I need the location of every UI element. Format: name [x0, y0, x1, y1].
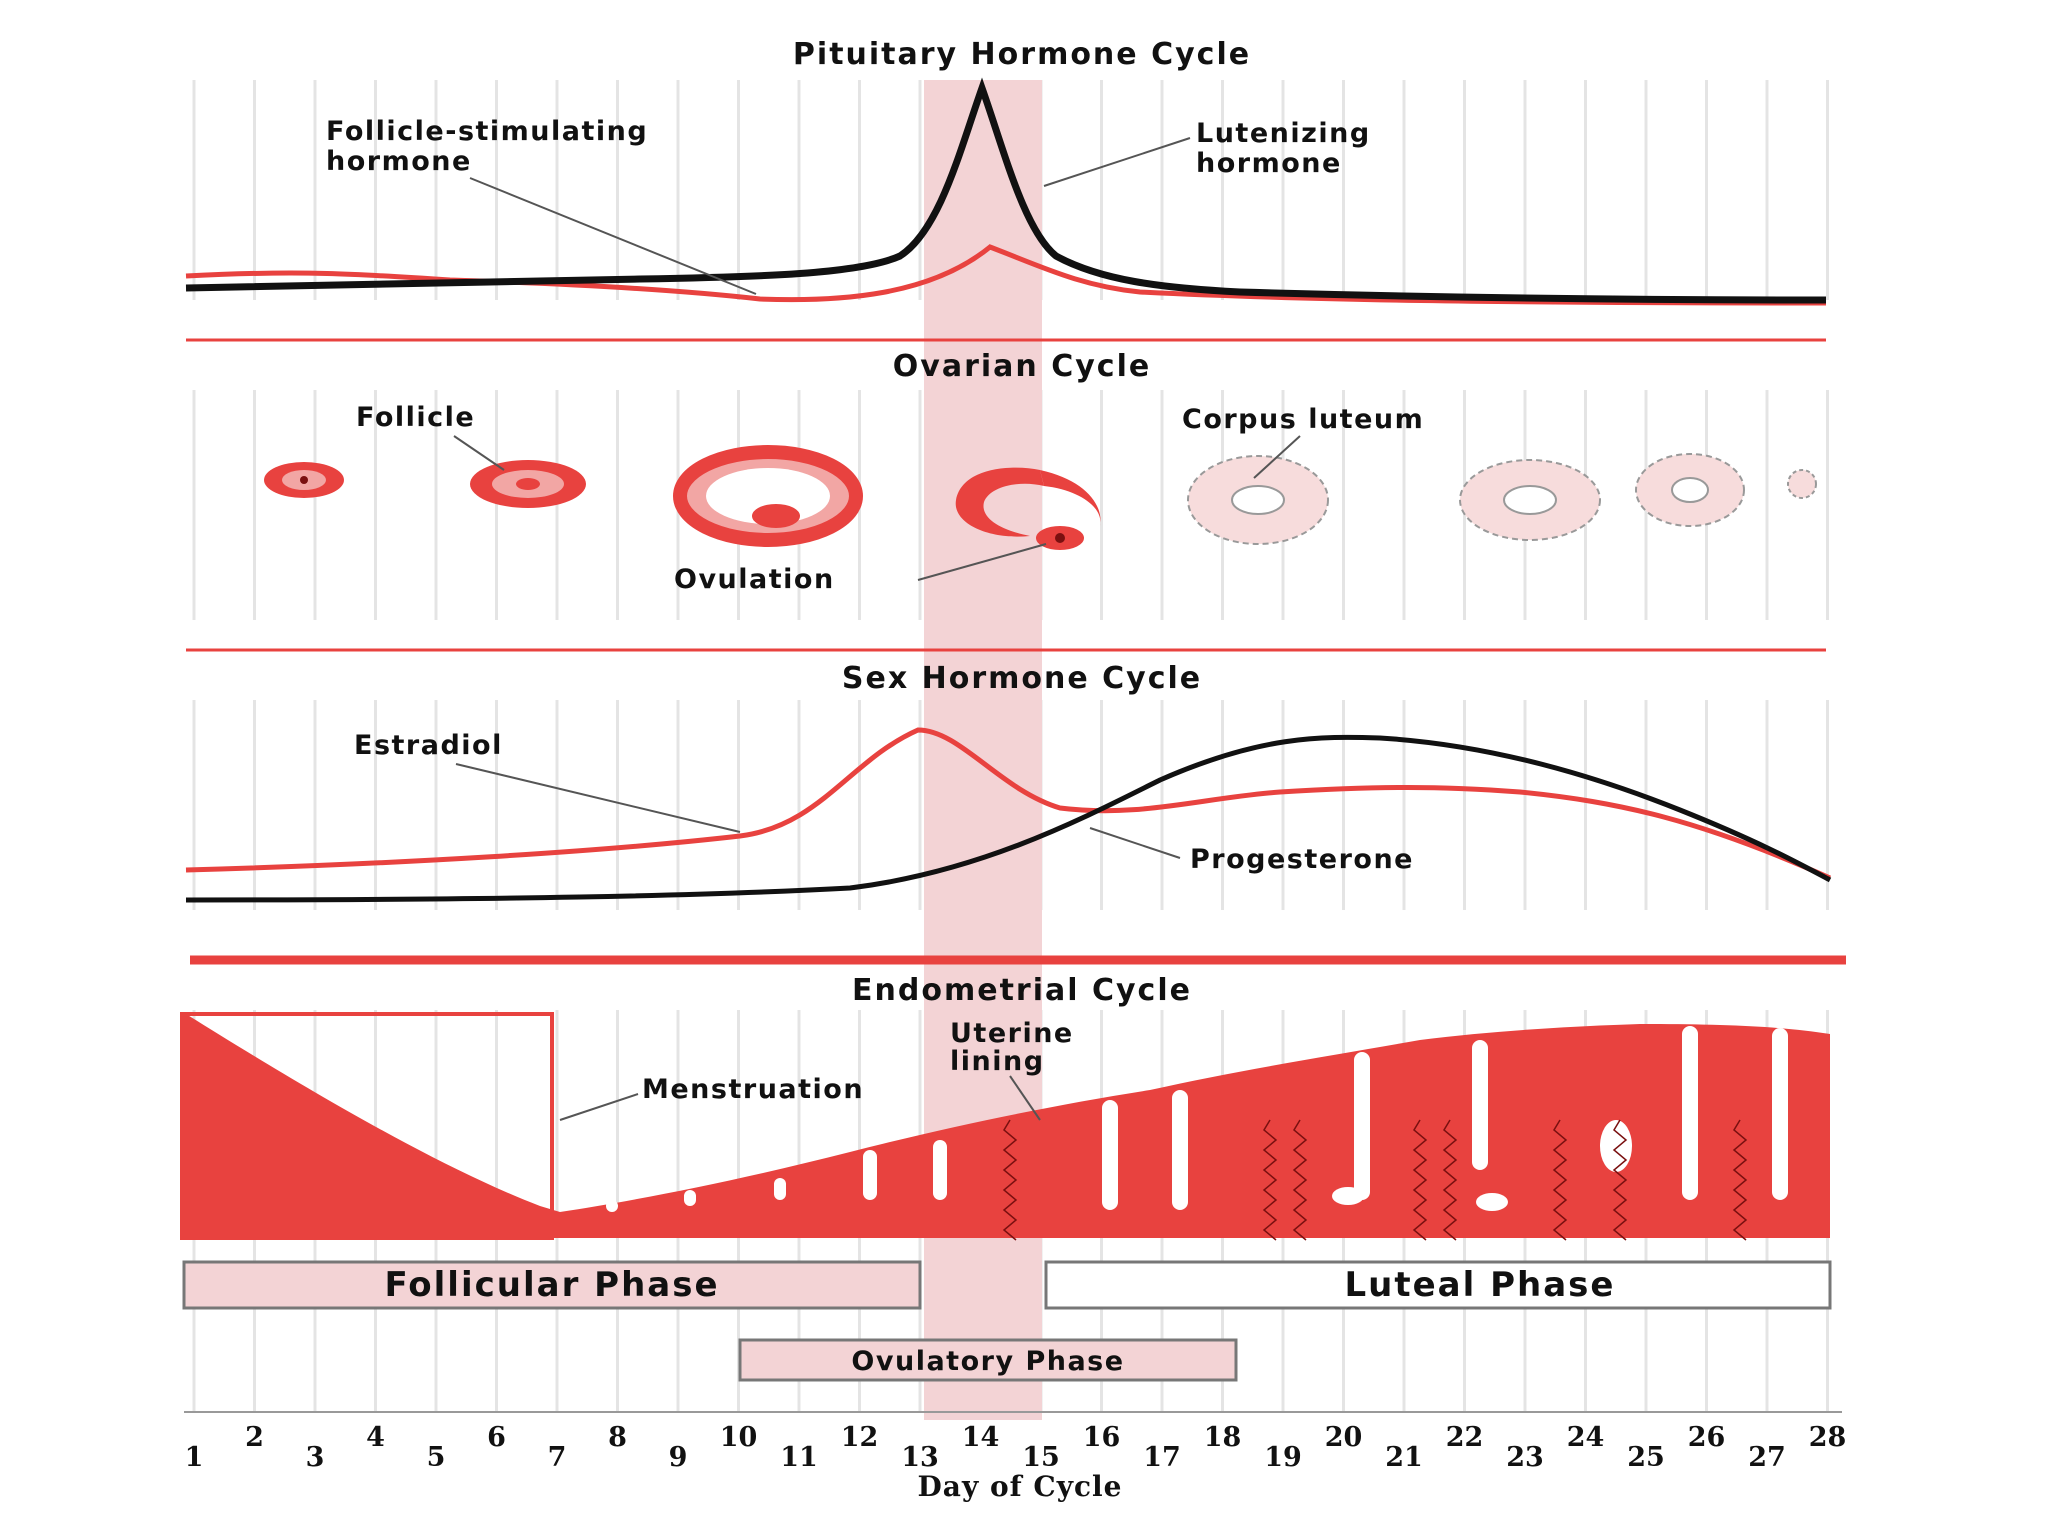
- day-label: 24: [1567, 1422, 1605, 1453]
- progesterone-label: Progesterone: [1190, 844, 1414, 875]
- day-label: 5: [427, 1442, 446, 1473]
- day-label: 22: [1446, 1422, 1484, 1453]
- spiral-artery: [1552, 1119, 1568, 1241]
- day-label: 28: [1809, 1422, 1847, 1453]
- endometrial-title: Endometrial Cycle: [852, 973, 1192, 1008]
- pituitary-title: Pituitary Hormone Cycle: [793, 37, 1251, 72]
- ovulatory-phase-label: Ovulatory Phase: [851, 1346, 1124, 1377]
- day-label: 25: [1627, 1442, 1665, 1473]
- day-label: 10: [720, 1422, 758, 1453]
- ovulatory-phase-bar: [738, 1338, 1238, 1382]
- progesterone-curve: [185, 734, 1832, 903]
- uterine-lining-label-line2: lining: [950, 1046, 1045, 1077]
- spiral-artery: [1262, 1119, 1278, 1241]
- day-label: 4: [366, 1422, 385, 1453]
- spiral-artery: [1732, 1119, 1748, 1241]
- spiral-artery: [1612, 1119, 1628, 1241]
- follicle-stage-2: [470, 460, 586, 508]
- lh-curve: [185, 77, 1827, 304]
- day-label: 11: [780, 1442, 818, 1473]
- spiral-artery: [1442, 1119, 1458, 1241]
- endometrial-gland: [1102, 1100, 1118, 1210]
- corpus-luteum-2: [1459, 459, 1601, 541]
- day-label: 6: [487, 1422, 506, 1453]
- day-label: 13: [901, 1442, 939, 1473]
- corpus-luteum-3: [1635, 453, 1745, 527]
- day-label: 17: [1143, 1442, 1181, 1473]
- day-label: 3: [306, 1442, 325, 1473]
- endometrial-glands: [606, 1026, 1788, 1241]
- endometrial-gland: [863, 1150, 877, 1200]
- endometrial-gland: [774, 1178, 786, 1200]
- day-label: 14: [962, 1422, 1000, 1453]
- menstruation-label: Menstruation: [642, 1074, 864, 1105]
- estradiol-curve: [185, 727, 1832, 881]
- day-label: 1: [185, 1442, 204, 1473]
- endometrial-gland: [1472, 1040, 1488, 1170]
- estradiol-leader: [455, 763, 741, 833]
- endometrial-gland: [1172, 1090, 1188, 1210]
- day-label: 15: [1022, 1442, 1060, 1473]
- follicle-label: Follicle: [356, 402, 475, 433]
- uterine-lining-leader: [1009, 1075, 1041, 1121]
- endometrial-gland: [684, 1190, 696, 1206]
- uterine-lining-label-line1: Uterine: [950, 1018, 1074, 1049]
- follicle-stage-1: [264, 462, 344, 498]
- luteal-phase-label: Luteal Phase: [1345, 1265, 1616, 1305]
- endometrial-gland: [1332, 1187, 1364, 1205]
- day-label: 12: [841, 1422, 879, 1453]
- endometrial-gland: [1682, 1026, 1698, 1200]
- progesterone-leader: [1089, 827, 1181, 859]
- follicle-stage-3: [673, 445, 863, 547]
- sex-hormone-title: Sex Hormone Cycle: [842, 661, 1202, 696]
- menstruation-box: [180, 1012, 554, 1240]
- corpus-luteum-1: [1187, 455, 1329, 545]
- lh-label-line1: Lutenizing: [1196, 118, 1371, 149]
- day-label: 9: [669, 1442, 688, 1473]
- follicular-phase-label: Follicular Phase: [384, 1265, 719, 1305]
- lh-leader: [1043, 137, 1191, 187]
- spiral-artery: [1292, 1119, 1308, 1241]
- day-label: 2: [245, 1422, 264, 1453]
- corpus-albicans: [1787, 469, 1817, 499]
- follicle-leader: [453, 435, 505, 471]
- fsh-curve: [185, 244, 1827, 306]
- endometrial-gland: [933, 1140, 947, 1200]
- spiral-artery: [1412, 1119, 1428, 1241]
- fsh-label-line1: Follicle-stimulating: [326, 116, 648, 147]
- day-label: 20: [1325, 1422, 1363, 1453]
- day-label: 16: [1083, 1422, 1121, 1453]
- day-label: 27: [1748, 1442, 1786, 1473]
- corpus-leader: [1253, 435, 1301, 479]
- endometrial-gland: [1476, 1193, 1508, 1211]
- menstruation-leader: [559, 1093, 639, 1121]
- fsh-leader: [469, 177, 757, 295]
- spiral-artery: [1002, 1119, 1018, 1241]
- follicular-phase-bar: [182, 1260, 922, 1310]
- estradiol-label: Estradiol: [354, 730, 503, 761]
- ovulation-label: Ovulation: [674, 564, 835, 595]
- follicle-rupture: [955, 467, 1101, 550]
- endometrial-gland: [1772, 1028, 1788, 1200]
- day-label: 8: [608, 1422, 627, 1453]
- ovarian-title: Ovarian Cycle: [893, 349, 1151, 384]
- day-axis-title: Day of Cycle: [918, 1470, 1123, 1503]
- day-label: 19: [1264, 1442, 1302, 1473]
- day-label: 7: [548, 1442, 567, 1473]
- fsh-label-line2: hormone: [326, 146, 472, 177]
- day-label: 23: [1506, 1442, 1544, 1473]
- day-label: 18: [1204, 1422, 1242, 1453]
- day-label: 21: [1385, 1442, 1423, 1473]
- luteal-phase-bar: [1044, 1260, 1832, 1310]
- lh-label-line2: hormone: [1196, 148, 1342, 179]
- day-label: 26: [1688, 1422, 1726, 1453]
- corpus-luteum-label: Corpus luteum: [1182, 404, 1424, 435]
- endometrial-gland: [606, 1200, 618, 1212]
- ovulation-leader: [917, 543, 1047, 581]
- day-tick-labels: 1234567891011121314151617181920212223242…: [185, 1422, 1847, 1473]
- endometrial-gland: [1354, 1052, 1370, 1200]
